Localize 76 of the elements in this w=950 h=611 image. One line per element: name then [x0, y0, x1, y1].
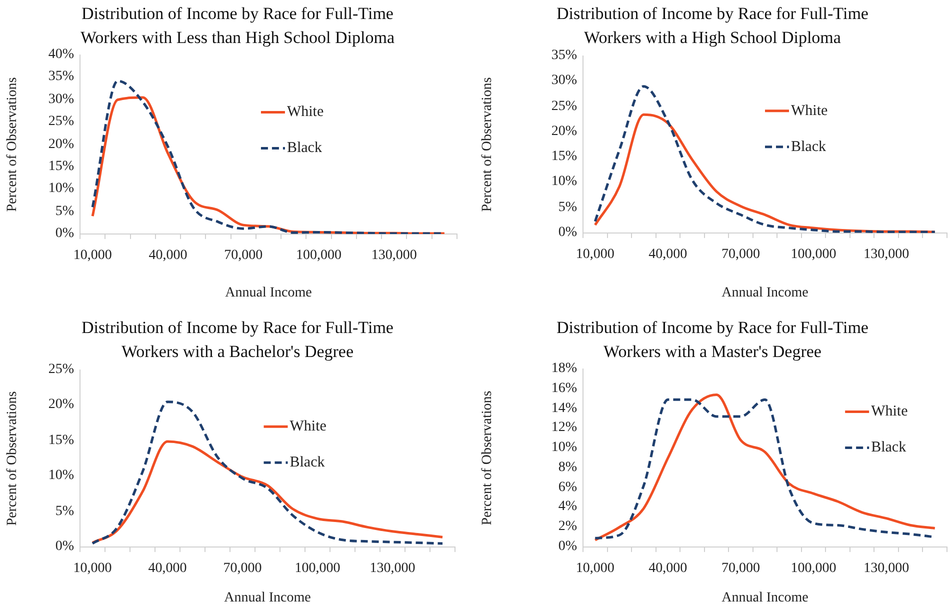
x-tick-label: 40,000: [648, 561, 688, 576]
y-tick-label: 35%: [551, 48, 577, 64]
x-tick-label: 130,000: [864, 561, 910, 576]
x-tick-label: 70,000: [721, 561, 760, 576]
y-tick-label: 25%: [48, 114, 74, 130]
y-axis-title: Percent of Observations: [5, 77, 20, 212]
chart-title: Distribution of Income by Race for Full-Time Workers with a Master's Degree: [556, 318, 868, 361]
y-tick-label: 40%: [48, 47, 74, 63]
x-tick-label: 70,000: [223, 561, 262, 576]
x-tick-label: 40,000: [648, 247, 688, 262]
legend-label: Black: [871, 440, 907, 456]
y-tick-label: 14%: [551, 400, 577, 417]
y-tick-label: 30%: [551, 73, 577, 90]
x-tick-label: 130,000: [371, 248, 417, 264]
x-tick-label: 130,000: [864, 247, 910, 262]
y-tick-label: 20%: [48, 397, 74, 414]
y-tick-label: 10%: [48, 468, 74, 484]
y-tick-label: 4%: [558, 499, 577, 516]
y-tick-label: 0%: [55, 226, 74, 242]
chart-title: Distribution of Income by Race for Full-Time Workers with Less than High School Diploma: [80, 4, 395, 47]
x-tick-label: 100,000: [294, 561, 340, 576]
x-axis-title: Annual Income: [225, 285, 312, 300]
y-tick-label: 5%: [55, 504, 74, 520]
y-tick-label: 35%: [48, 69, 74, 86]
x-tick-label: 100,000: [296, 248, 342, 264]
y-tick-label: 10%: [551, 440, 577, 456]
x-axis-title: Annual Income: [722, 590, 808, 606]
y-tick-label: 6%: [558, 480, 577, 496]
y-tick-label: 2%: [558, 519, 577, 536]
y-tick-label: 25%: [48, 362, 74, 378]
x-tick-label: 10,000: [73, 248, 112, 264]
line-series: [594, 85, 936, 233]
y-tick-label: 30%: [48, 92, 74, 108]
legend-label: White: [286, 104, 324, 120]
line-series: [91, 440, 444, 544]
chart-title: Distribution of Income by Race for Full-Time Workers with a Bachelor's Degree: [82, 318, 394, 361]
legend-label: Black: [290, 454, 326, 471]
y-tick-label: 20%: [48, 136, 74, 152]
chart-title: Distribution of Income by Race for Full-Time Workers with a High School Diploma: [556, 4, 868, 47]
y-axis-title: Percent of Observations: [480, 77, 496, 212]
y-axis-title: Percent of Observations: [480, 390, 496, 526]
legend-label: Black: [286, 140, 322, 156]
x-tick-label: 10,000: [73, 561, 112, 576]
y-tick-label: 10%: [48, 181, 74, 198]
y-tick-label: 5%: [558, 200, 577, 216]
x-tick-label: 40,000: [148, 248, 188, 264]
x-tick-label: 70,000: [721, 247, 760, 262]
line-series: [91, 400, 444, 545]
x-axis-title: Annual Income: [224, 590, 311, 606]
y-axis-title: Percent of Observations: [5, 391, 20, 526]
y-tick-label: 0%: [558, 225, 577, 241]
x-axis-title: Annual Income: [722, 285, 808, 300]
y-tick-label: 15%: [48, 158, 74, 175]
x-tick-label: 40,000: [148, 561, 187, 576]
y-tick-label: 20%: [551, 124, 577, 140]
y-tick-label: 15%: [551, 149, 577, 166]
y-tick-label: 5%: [55, 204, 74, 220]
y-tick-label: 12%: [551, 420, 577, 436]
legend-label: Black: [791, 138, 826, 155]
x-tick-label: 70,000: [224, 248, 263, 264]
y-tick-label: 0%: [558, 539, 577, 555]
legend-label: White: [871, 404, 908, 420]
y-tick-label: 16%: [551, 380, 577, 397]
x-tick-label: 100,000: [790, 247, 836, 262]
x-tick-label: 10,000: [576, 247, 614, 262]
y-tick-label: 0%: [55, 539, 74, 555]
legend-label: White: [791, 102, 828, 119]
y-tick-label: 18%: [551, 361, 577, 377]
x-tick-label: 10,000: [576, 561, 614, 576]
y-tick-label: 25%: [551, 98, 577, 115]
legend-label: White: [290, 418, 327, 435]
y-tick-label: 10%: [551, 174, 577, 190]
y-tick-label: 8%: [558, 460, 577, 476]
y-tick-label: 15%: [48, 432, 74, 449]
x-tick-label: 130,000: [370, 561, 416, 576]
x-tick-label: 100,000: [790, 561, 836, 576]
